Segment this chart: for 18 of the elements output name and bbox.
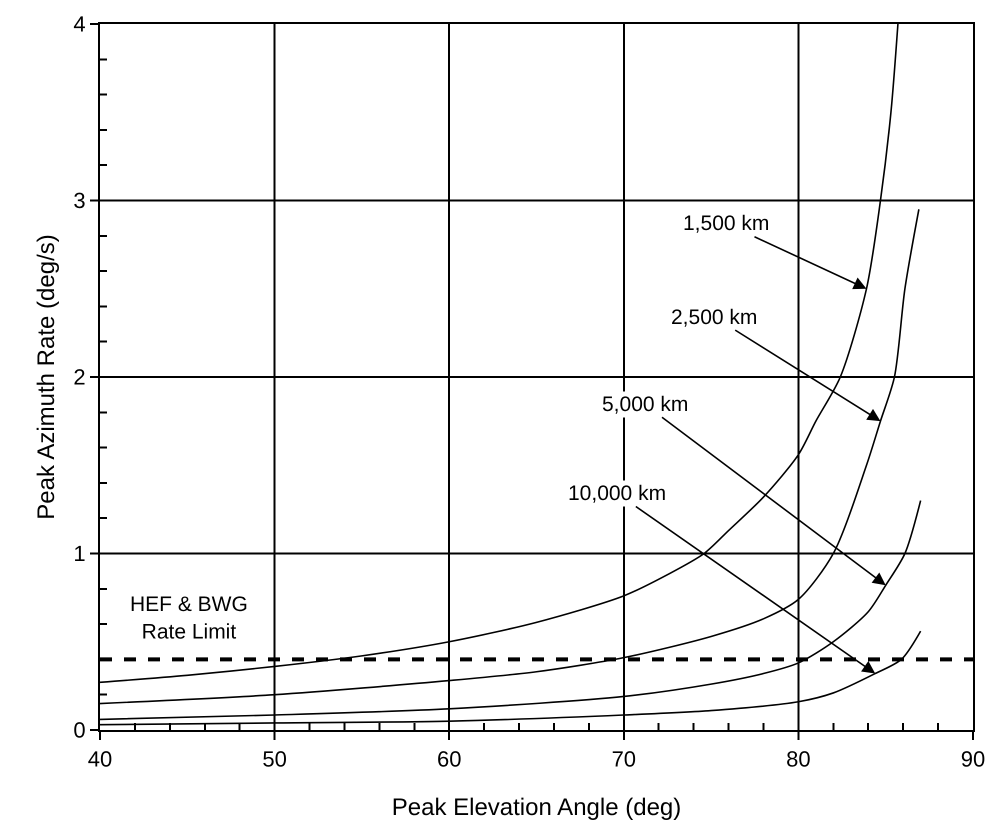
annotation: 10,000 km xyxy=(568,482,666,505)
x-tick-label: 40 xyxy=(88,746,112,772)
y-axis-title: Peak Azimuth Rate (deg/s) xyxy=(32,234,60,520)
x-tick-label: 70 xyxy=(612,746,636,772)
x-tick-label: 60 xyxy=(436,746,462,772)
annotation: 2,500 km xyxy=(671,306,758,329)
y-tick-label: 1 xyxy=(73,541,86,566)
ref-line-label: HEF & BWG Rate Limit xyxy=(130,593,248,644)
x-tick-label: 90 xyxy=(960,746,986,772)
y-tick-label: 4 xyxy=(73,12,86,37)
x-tick-label: 50 xyxy=(262,746,287,772)
y-tick-label: 2 xyxy=(73,364,86,390)
y-tick-label: 0 xyxy=(73,718,86,743)
annotation: 1,500 km xyxy=(683,212,770,235)
annotation: 5,000 km xyxy=(602,393,688,416)
x-tick-label: 80 xyxy=(786,746,811,772)
y-tick-label: 3 xyxy=(73,188,86,214)
x-axis-title: Peak Elevation Angle (deg) xyxy=(392,794,682,822)
